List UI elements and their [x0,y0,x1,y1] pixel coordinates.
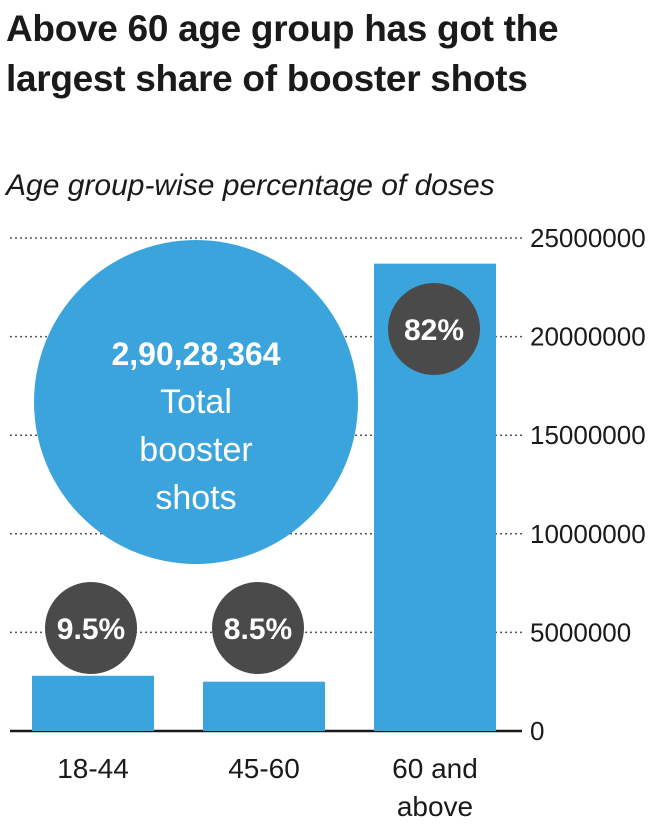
total-label-line: Total [160,383,232,421]
percent-label: 9.5% [57,613,125,646]
y-tick-label: 25000000 [530,223,646,253]
y-tick-label: 10000000 [530,519,646,549]
category-label: above [397,791,473,822]
category-label: 60 and [392,753,478,784]
total-circle [34,240,358,564]
percent-label: 82% [404,314,464,347]
percent-label: 8.5% [224,613,292,646]
percent-badge [212,582,304,674]
y-tick-label: 5000000 [530,617,631,647]
total-label-line: booster [139,431,252,469]
x-axis-labels: 18-44 45-60 60 and above [57,753,478,822]
category-label: 45-60 [228,753,300,784]
y-tick-label: 20000000 [530,322,646,352]
total-number: 2,90,28,364 [111,336,280,372]
chart-title: Above 60 age group has got the largest s… [6,8,559,99]
total-label-line: shots [155,479,236,517]
y-tick-label: 0 [530,716,544,746]
bar-1 [32,675,154,731]
bar-2 [203,681,325,731]
percent-badges: 9.5% 8.5% 82% [45,283,480,674]
percent-badge [388,283,480,375]
total-callout: 2,90,28,364 Total booster shots [34,240,358,564]
percent-badge [45,582,137,674]
chart-subtitle: Age group-wise percentage of doses [6,169,495,202]
y-tick-label: 15000000 [530,420,646,450]
y-axis-ticks: 0 5000000 10000000 15000000 20000000 25000000 [530,223,646,746]
category-label: 18-44 [57,753,129,784]
